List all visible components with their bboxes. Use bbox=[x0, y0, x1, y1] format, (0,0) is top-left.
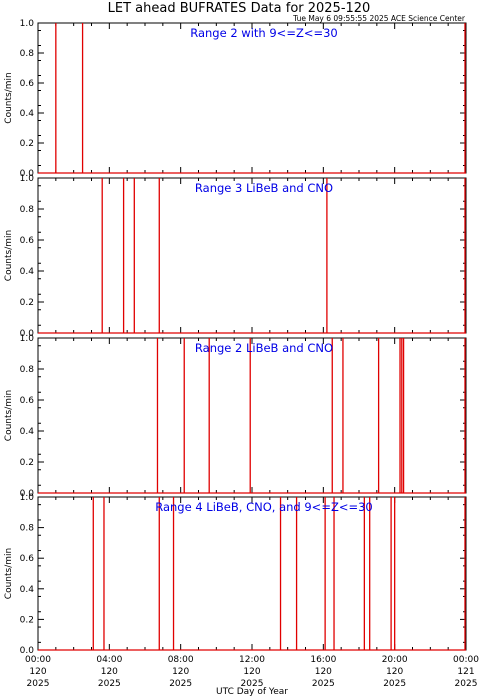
x-tick-label: 120 bbox=[29, 667, 46, 677]
y-tick-label: 0.0 bbox=[20, 489, 35, 499]
y-tick-label: 0.6 bbox=[20, 236, 35, 246]
x-axis: 00:00 120 2025 04:00 120 2025 08:00 120 2025 12:0… bbox=[25, 655, 479, 697]
series-line bbox=[38, 497, 466, 651]
x-tick-label: 00:00 bbox=[25, 655, 51, 665]
y-tick-label: 0.0 bbox=[20, 646, 35, 656]
y-tick-label: 1.0 bbox=[20, 174, 35, 184]
y-tick-label: 0.8 bbox=[20, 365, 35, 375]
x-tick-label: 2025 bbox=[27, 679, 50, 689]
x-axis-label: UTC Day of Year bbox=[216, 687, 288, 697]
x-tick-label: 08:00 bbox=[168, 655, 194, 665]
x-tick-label: 04:00 bbox=[96, 655, 122, 665]
y-tick-label: 0.2 bbox=[20, 139, 34, 149]
y-axis-label: Counts/min bbox=[4, 548, 14, 599]
panels: 0.0 0.2 0.4 0.6 0.8 1.0 Counts/min Range 2 with… bbox=[4, 19, 467, 656]
series-line bbox=[38, 338, 466, 494]
x-tick-label: 12:00 bbox=[239, 655, 265, 665]
y-tick-label: 0.0 bbox=[20, 329, 35, 339]
timestamp: Tue May 6 09:55:55 2025 ACE Science Cent… bbox=[292, 14, 466, 23]
x-tick-label: 2025 bbox=[98, 679, 121, 689]
y-tick-label: 0.4 bbox=[20, 427, 35, 437]
x-tick-label: 120 bbox=[386, 667, 403, 677]
x-tick-label: 120 bbox=[243, 667, 260, 677]
panel-1: 0.0 0.2 0.4 0.6 0.8 1.0 Counts/min Range 2 with… bbox=[4, 19, 467, 179]
y-tick-label: 0.2 bbox=[20, 615, 34, 625]
x-tick-label: 120 bbox=[315, 667, 332, 677]
y-tick-label: 0.2 bbox=[20, 298, 34, 308]
figure-title: LET ahead BUFRATES Data for 2025-120 bbox=[108, 1, 371, 16]
panel-annotation: Range 3 LiBeB and CNO bbox=[195, 181, 333, 195]
y-tick-label: 0.4 bbox=[20, 267, 35, 277]
series-line bbox=[38, 178, 466, 334]
x-tick-label: 2025 bbox=[169, 679, 192, 689]
x-tick-label: 121 bbox=[457, 667, 474, 677]
plot-frame bbox=[37, 22, 467, 174]
y-tick-label: 0.4 bbox=[20, 585, 35, 595]
series-line bbox=[38, 23, 466, 174]
x-tick-label: 16:00 bbox=[310, 655, 336, 665]
panel-annotation: Range 4 LiBeB, CNO, and 9<=Z<=30 bbox=[155, 500, 373, 514]
x-tick-label: 2025 bbox=[312, 679, 335, 689]
y-tick-label: 0.6 bbox=[20, 79, 35, 89]
y-tick-label: 0.6 bbox=[20, 396, 35, 406]
y-tick-label: 1.0 bbox=[20, 493, 35, 503]
x-tick-label: 2025 bbox=[455, 679, 478, 689]
y-tick-label: 0.8 bbox=[20, 524, 35, 534]
y-axis-label: Counts/min bbox=[4, 390, 14, 441]
y-tick-label: 0.8 bbox=[20, 49, 35, 59]
x-tick-label: 2025 bbox=[241, 679, 264, 689]
panel-3: 0.0 0.2 0.4 0.6 0.8 1.0 Counts/min Range 2 LiBe… bbox=[4, 334, 467, 499]
x-tick-label: 00:00 bbox=[453, 655, 479, 665]
y-tick-label: 0.8 bbox=[20, 205, 35, 215]
y-tick-label: 1.0 bbox=[20, 19, 35, 29]
panel-4: 0.0 0.2 0.4 0.6 0.8 1.0 Counts/min Range 4 LiBe… bbox=[4, 493, 467, 656]
y-tick-label: 0.6 bbox=[20, 554, 35, 564]
x-tick-label: 120 bbox=[101, 667, 118, 677]
x-tick-label: 120 bbox=[172, 667, 189, 677]
panel-2: 0.0 0.2 0.4 0.6 0.8 1.0 Counts/min Range 3 LiBe… bbox=[4, 174, 467, 339]
y-tick-label: 0.4 bbox=[20, 109, 35, 119]
panel-annotation: Range 2 with 9<=Z<=30 bbox=[190, 26, 338, 40]
y-tick-label: 0.0 bbox=[20, 169, 35, 179]
x-tick-label: 20:00 bbox=[382, 655, 408, 665]
y-axis-label: Counts/min bbox=[4, 72, 14, 123]
x-tick-label: 2025 bbox=[383, 679, 406, 689]
panel-annotation: Range 2 LiBeB and CNO bbox=[195, 341, 333, 355]
y-tick-label: 1.0 bbox=[20, 334, 35, 344]
y-axis-label: Counts/min bbox=[4, 230, 14, 281]
y-tick-label: 0.2 bbox=[20, 458, 34, 468]
plot-frame bbox=[37, 496, 467, 651]
